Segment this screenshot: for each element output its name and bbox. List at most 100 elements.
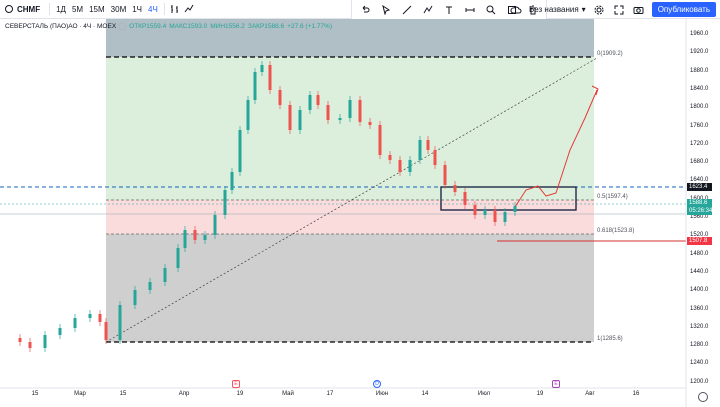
time-tick: 14 bbox=[421, 391, 429, 397]
candle-body bbox=[88, 314, 92, 318]
price-tick: 1760.0 bbox=[690, 122, 709, 129]
candle-body bbox=[358, 100, 362, 122]
camera-icon[interactable] bbox=[632, 3, 646, 17]
cloud-icon[interactable] bbox=[509, 3, 523, 17]
legend-high: МАКС1593.0 bbox=[169, 23, 208, 30]
candle-body bbox=[463, 192, 467, 205]
price-tick: 1640.0 bbox=[690, 177, 709, 184]
candle-body bbox=[453, 185, 457, 192]
earnings-marker[interactable]: E bbox=[232, 380, 240, 388]
candle-body bbox=[18, 338, 22, 342]
timeframe-15m[interactable]: 15М bbox=[89, 4, 105, 14]
price-tick: 1880.0 bbox=[690, 67, 709, 74]
gear-icon[interactable] bbox=[592, 3, 606, 17]
timeframe-5m[interactable]: 5М bbox=[71, 4, 84, 14]
time-tick: Июл bbox=[477, 391, 491, 397]
price-chart[interactable] bbox=[0, 19, 720, 407]
price-tick: 1240.0 bbox=[690, 360, 709, 367]
magnet-icon[interactable] bbox=[505, 3, 519, 17]
chart-area[interactable]: СЕВЕРСТАЛЬ (ПАО)АО · 4Ч · MOEX ОТКР1559.… bbox=[0, 19, 720, 407]
candle-body bbox=[176, 248, 180, 268]
fib-zone-top bbox=[106, 19, 594, 57]
dividend-marker[interactable]: D bbox=[373, 380, 381, 388]
fib-label-0: 0(1909.2) bbox=[597, 51, 623, 57]
symbol-label: CHMF bbox=[17, 4, 41, 14]
layout-name[interactable]: Без названия ▾ bbox=[529, 5, 586, 14]
price-label-stop: 1507.8 bbox=[687, 237, 712, 245]
candle-body bbox=[246, 100, 250, 130]
legend-visibility-icon[interactable] bbox=[119, 23, 127, 30]
candle-body bbox=[503, 212, 507, 222]
price-tick: 1920.0 bbox=[690, 49, 709, 56]
time-tick: Авг bbox=[585, 391, 595, 397]
time-tick: Май bbox=[282, 391, 294, 397]
price-tick: 1360.0 bbox=[690, 305, 709, 312]
price-tick: 1520.0 bbox=[690, 232, 709, 239]
fib-label-1: 1(1285.6) bbox=[597, 336, 623, 342]
indicators-icon[interactable] bbox=[182, 2, 196, 16]
candle-body bbox=[426, 140, 430, 150]
legend-close: ЗАКР1588.6 bbox=[247, 23, 285, 30]
time-tick: 15 bbox=[31, 391, 39, 397]
time-tick: 15 bbox=[119, 391, 127, 397]
candle-body bbox=[104, 322, 108, 340]
candle-body bbox=[513, 206, 517, 212]
symbol-search[interactable]: CHMF bbox=[0, 5, 46, 14]
candle-body bbox=[378, 125, 382, 155]
forecast-path bbox=[514, 89, 598, 208]
price-tick: 1840.0 bbox=[690, 85, 709, 92]
candle-body bbox=[348, 100, 352, 118]
candle-body bbox=[288, 105, 292, 130]
measure-icon[interactable] bbox=[463, 3, 477, 17]
legend-open: ОТКР1559.4 bbox=[129, 23, 167, 30]
zoom-icon[interactable] bbox=[484, 3, 498, 17]
candle-body bbox=[298, 110, 302, 130]
settings-icon[interactable] bbox=[698, 392, 708, 402]
chart-legend: СЕВЕРСТАЛЬ (ПАО)АО · 4Ч · MOEX ОТКР1559.… bbox=[5, 23, 332, 30]
candle-body bbox=[148, 282, 152, 290]
candle-body bbox=[193, 230, 197, 240]
undo-icon[interactable] bbox=[358, 3, 372, 17]
timeframe-4h[interactable]: 4Ч bbox=[148, 4, 158, 14]
time-tick: 17 bbox=[326, 391, 334, 397]
candle-body bbox=[118, 305, 122, 340]
candle-body bbox=[493, 210, 497, 222]
layout-name-label: Без названия bbox=[528, 5, 579, 14]
price-tick: 1720.0 bbox=[690, 140, 709, 147]
time-tick: 19 bbox=[536, 391, 544, 397]
bar-style-icon[interactable] bbox=[168, 2, 182, 16]
candle-body bbox=[418, 140, 422, 160]
price-tick: 1480.0 bbox=[690, 250, 709, 257]
line-icon[interactable] bbox=[400, 3, 414, 17]
price-tick: 1320.0 bbox=[690, 323, 709, 330]
candle-body bbox=[326, 105, 330, 120]
search-icon bbox=[5, 5, 13, 13]
timeframe-30m[interactable]: 30М bbox=[110, 4, 127, 14]
price-label-resistance: 1623.4 bbox=[687, 183, 712, 191]
pattern-icon[interactable] bbox=[421, 3, 435, 17]
candle-body bbox=[473, 205, 477, 215]
candle-body bbox=[398, 160, 402, 172]
candle-body bbox=[73, 318, 77, 328]
candle-body bbox=[223, 190, 227, 215]
timeframe-1h[interactable]: 1Ч bbox=[132, 4, 143, 14]
timeframe-1d[interactable]: 1Д bbox=[56, 4, 66, 14]
candle-body bbox=[183, 230, 187, 248]
consolidation-box bbox=[440, 186, 577, 211]
earnings-marker[interactable]: E bbox=[552, 380, 560, 388]
text-icon[interactable] bbox=[442, 3, 456, 17]
fullscreen-icon[interactable] bbox=[612, 3, 626, 17]
candle-body bbox=[230, 172, 234, 190]
candle-body bbox=[338, 118, 342, 120]
candle-body bbox=[433, 150, 437, 165]
candle-body bbox=[443, 165, 447, 185]
publish-button[interactable]: Опубликовать bbox=[651, 2, 716, 17]
divider bbox=[163, 3, 165, 15]
candle-body bbox=[28, 342, 32, 348]
candle-body bbox=[308, 95, 312, 110]
candles bbox=[18, 61, 517, 352]
cursor-icon[interactable] bbox=[379, 3, 393, 17]
price-tick: 1280.0 bbox=[690, 342, 709, 349]
trash-icon[interactable] bbox=[526, 3, 540, 17]
candle-body bbox=[408, 160, 412, 172]
